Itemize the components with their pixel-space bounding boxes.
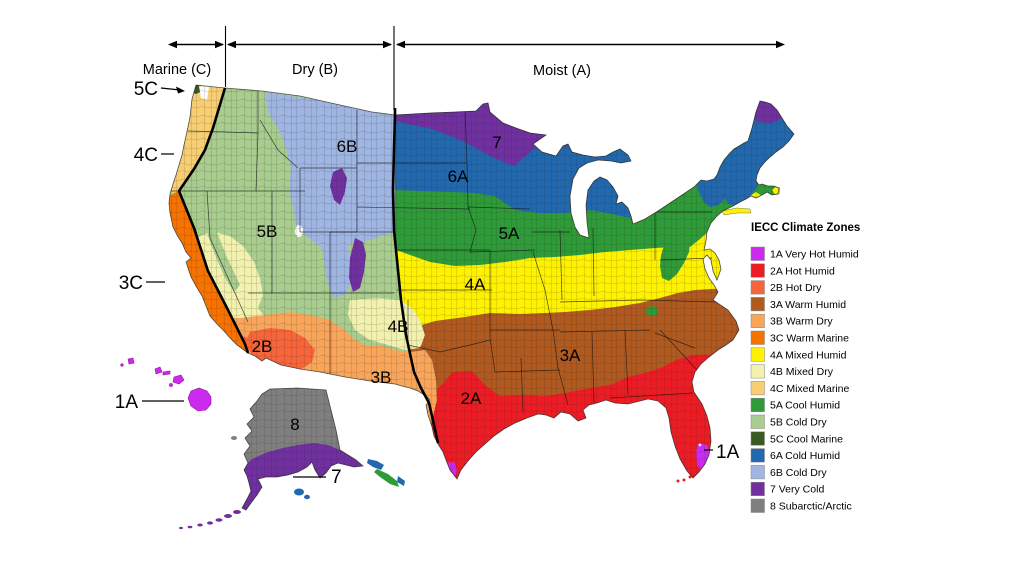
svg-text:3C Warm Marine: 3C Warm Marine xyxy=(770,333,849,345)
svg-text:4A Mixed Humid: 4A Mixed Humid xyxy=(770,349,847,361)
svg-text:2A Hot Humid: 2A Hot Humid xyxy=(770,265,835,277)
svg-text:4B: 4B xyxy=(388,317,409,336)
svg-text:3C: 3C xyxy=(119,273,143,294)
svg-text:2B: 2B xyxy=(252,337,273,356)
svg-text:7: 7 xyxy=(331,467,342,488)
svg-text:1A: 1A xyxy=(716,442,740,463)
svg-text:IECC Climate Zones: IECC Climate Zones xyxy=(751,222,860,234)
svg-text:Dry (B): Dry (B) xyxy=(292,62,338,78)
svg-text:Marine (C): Marine (C) xyxy=(143,62,211,78)
svg-text:5C: 5C xyxy=(134,79,158,100)
svg-text:6A: 6A xyxy=(448,167,469,186)
svg-text:3A: 3A xyxy=(560,346,581,365)
svg-text:1A: 1A xyxy=(115,392,139,413)
svg-text:6B Cold Dry: 6B Cold Dry xyxy=(770,467,827,479)
svg-text:8 Subarctic/Arctic: 8 Subarctic/Arctic xyxy=(770,501,852,513)
svg-text:1A Very Hot Humid: 1A Very Hot Humid xyxy=(770,249,859,261)
svg-text:5A: 5A xyxy=(499,224,520,243)
svg-text:5A Cool Humid: 5A Cool Humid xyxy=(770,400,840,412)
svg-text:5C Cool Marine: 5C Cool Marine xyxy=(770,433,843,445)
svg-text:3B Warm Dry: 3B Warm Dry xyxy=(770,316,833,328)
svg-text:8: 8 xyxy=(290,415,299,434)
svg-text:4A: 4A xyxy=(465,275,486,294)
svg-text:Moist (A): Moist (A) xyxy=(533,63,591,79)
svg-text:3B: 3B xyxy=(371,368,392,387)
svg-text:5B: 5B xyxy=(257,222,278,241)
svg-text:4C Mixed Marine: 4C Mixed Marine xyxy=(770,383,850,395)
svg-text:4B Mixed Dry: 4B Mixed Dry xyxy=(770,366,834,378)
svg-text:5B Cold Dry: 5B Cold Dry xyxy=(770,417,827,429)
svg-text:6A Cold Humid: 6A Cold Humid xyxy=(770,450,840,462)
svg-text:4C: 4C xyxy=(134,145,158,166)
svg-text:7 Very Cold: 7 Very Cold xyxy=(770,484,824,496)
svg-text:3A Warm Humid: 3A Warm Humid xyxy=(770,299,846,311)
svg-text:6B: 6B xyxy=(337,137,358,156)
svg-text:2B Hot Dry: 2B Hot Dry xyxy=(770,282,822,294)
svg-text:2A: 2A xyxy=(461,389,482,408)
svg-text:7: 7 xyxy=(492,133,501,152)
